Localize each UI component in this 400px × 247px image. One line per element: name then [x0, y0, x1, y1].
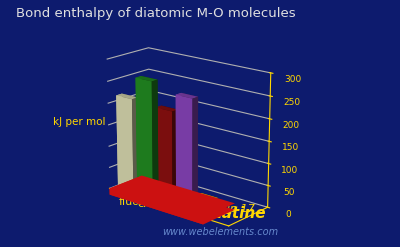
Text: www.webelements.com: www.webelements.com	[162, 227, 278, 237]
Text: Bond enthalpy of diatomic M-O molecules: Bond enthalpy of diatomic M-O molecules	[16, 7, 296, 21]
